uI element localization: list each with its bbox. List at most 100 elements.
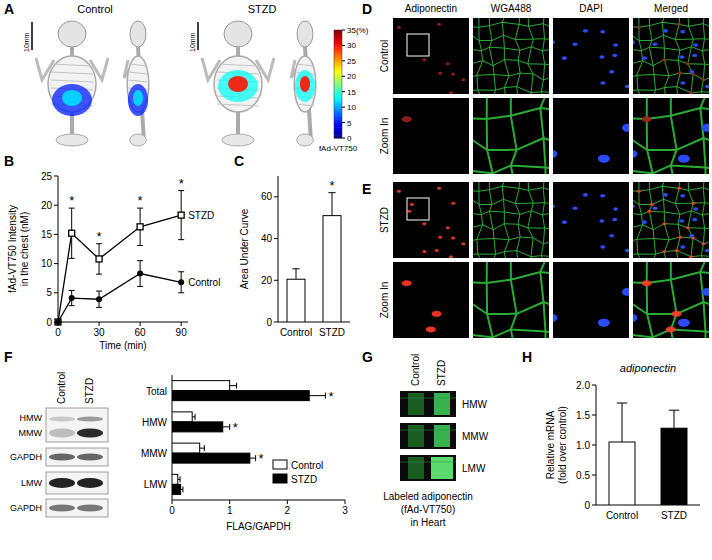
error-bar [617, 403, 627, 442]
plot-area [172, 381, 325, 495]
blot-row-label: GAPDH [10, 452, 42, 462]
rib [51, 72, 93, 74]
gel-strip [400, 455, 456, 481]
micrograph [633, 182, 709, 258]
adiponectin-signal [662, 222, 666, 225]
nucleus [692, 54, 697, 58]
y-tick [592, 415, 596, 416]
y-tick-label: 10 [41, 258, 53, 269]
panel-letter: H [522, 349, 532, 365]
blot-row-label: GAPDH [10, 503, 42, 513]
nucleus [553, 204, 555, 208]
colorbar-tick [342, 30, 345, 31]
nucleus [642, 220, 647, 224]
blot-band [77, 478, 103, 488]
adiponectin-signal [422, 222, 426, 225]
blot [46, 448, 108, 466]
axis-title: Area Under Curve [239, 208, 250, 289]
rib [217, 104, 259, 106]
band-label: LMW [462, 463, 486, 474]
adiponectin-signal [451, 72, 455, 75]
micrograph [553, 182, 629, 258]
blot-band [77, 417, 103, 422]
row-label: STZD [379, 207, 390, 233]
x-tick-label: 60 [135, 327, 147, 338]
error-bar [309, 393, 325, 399]
gel-band [434, 425, 450, 447]
gel-band [434, 393, 450, 415]
legend-item: STZD [291, 474, 317, 485]
nucleus [573, 206, 578, 210]
ct-image: 10mm [23, 21, 108, 146]
adiponectin-signal [402, 116, 412, 122]
blot-band [49, 505, 75, 512]
y-tick-label: 2.0 [576, 380, 590, 391]
y-tick-label: 0 [46, 317, 52, 328]
caption: in Heart [410, 517, 445, 528]
colorbar-tick [342, 76, 345, 77]
y-tick [274, 322, 278, 323]
figure: AControlSTZD10mm10mm35(%)302520151050fAd… [0, 0, 712, 560]
nucleus [693, 43, 698, 47]
nucleus [689, 234, 694, 238]
blot-band [49, 429, 75, 438]
micrograph [473, 98, 549, 174]
error-bar [178, 191, 184, 240]
nucleus [633, 40, 635, 44]
error-bar [137, 208, 143, 245]
rib [296, 64, 315, 66]
nucleus [680, 81, 685, 85]
bar [172, 391, 309, 401]
nucleus [613, 43, 618, 47]
y-tick [592, 475, 596, 476]
error-bar [230, 383, 237, 389]
colorbar-tick [342, 45, 345, 46]
blot [46, 472, 108, 494]
lane-label: Control [56, 372, 67, 404]
adiponectin-signal [407, 210, 411, 213]
adiponectin-signal [449, 255, 453, 258]
y-tick-label: HMW [142, 417, 168, 428]
colorbar-tick [342, 91, 345, 92]
colorbar-cell [334, 30, 342, 33]
nucleus [633, 314, 637, 322]
micrograph-bg [393, 182, 469, 258]
band-label: MMW [462, 431, 489, 442]
blot-row-label: LMW [21, 478, 43, 488]
adiponectin-signal [410, 203, 414, 206]
x-tick-label: 2 [285, 505, 291, 516]
ct-image: 10mm [189, 21, 274, 146]
nucleus [612, 218, 617, 222]
y-tick-label: MMW [141, 448, 168, 459]
error-bar [96, 291, 102, 307]
blot-band [49, 454, 75, 461]
significance: * [259, 451, 264, 466]
micrograph [553, 262, 629, 338]
error-bar [178, 476, 180, 482]
pelvis [130, 134, 147, 146]
micrograph [473, 262, 549, 338]
gel-strip [400, 423, 456, 449]
colorbar-label: fAd-VT750 [319, 144, 358, 153]
colorbar-tick-label: 5 [347, 119, 352, 128]
x-tick [345, 500, 346, 504]
y-tick-label: 20 [41, 200, 53, 211]
row-label: Zoom In [379, 118, 390, 155]
rib [129, 80, 148, 82]
colorbar-tick-label: 0 [347, 134, 352, 143]
x-tick [229, 500, 230, 504]
micrograph [473, 18, 549, 94]
error-bar [192, 414, 195, 420]
adiponectin-signal [701, 78, 705, 81]
skull [58, 21, 86, 47]
nucleus [663, 29, 668, 33]
colorbar-tick-label: 15 [347, 88, 356, 97]
adiponectin-signal [426, 326, 436, 332]
adiponectin-signal [438, 236, 442, 239]
micrograph-bg [553, 98, 629, 174]
series-line [58, 215, 181, 322]
micrograph [553, 18, 629, 94]
micrograph-bg [633, 182, 709, 258]
x-tick-label: STZD [319, 327, 345, 338]
adiponectin-signal [642, 116, 652, 122]
